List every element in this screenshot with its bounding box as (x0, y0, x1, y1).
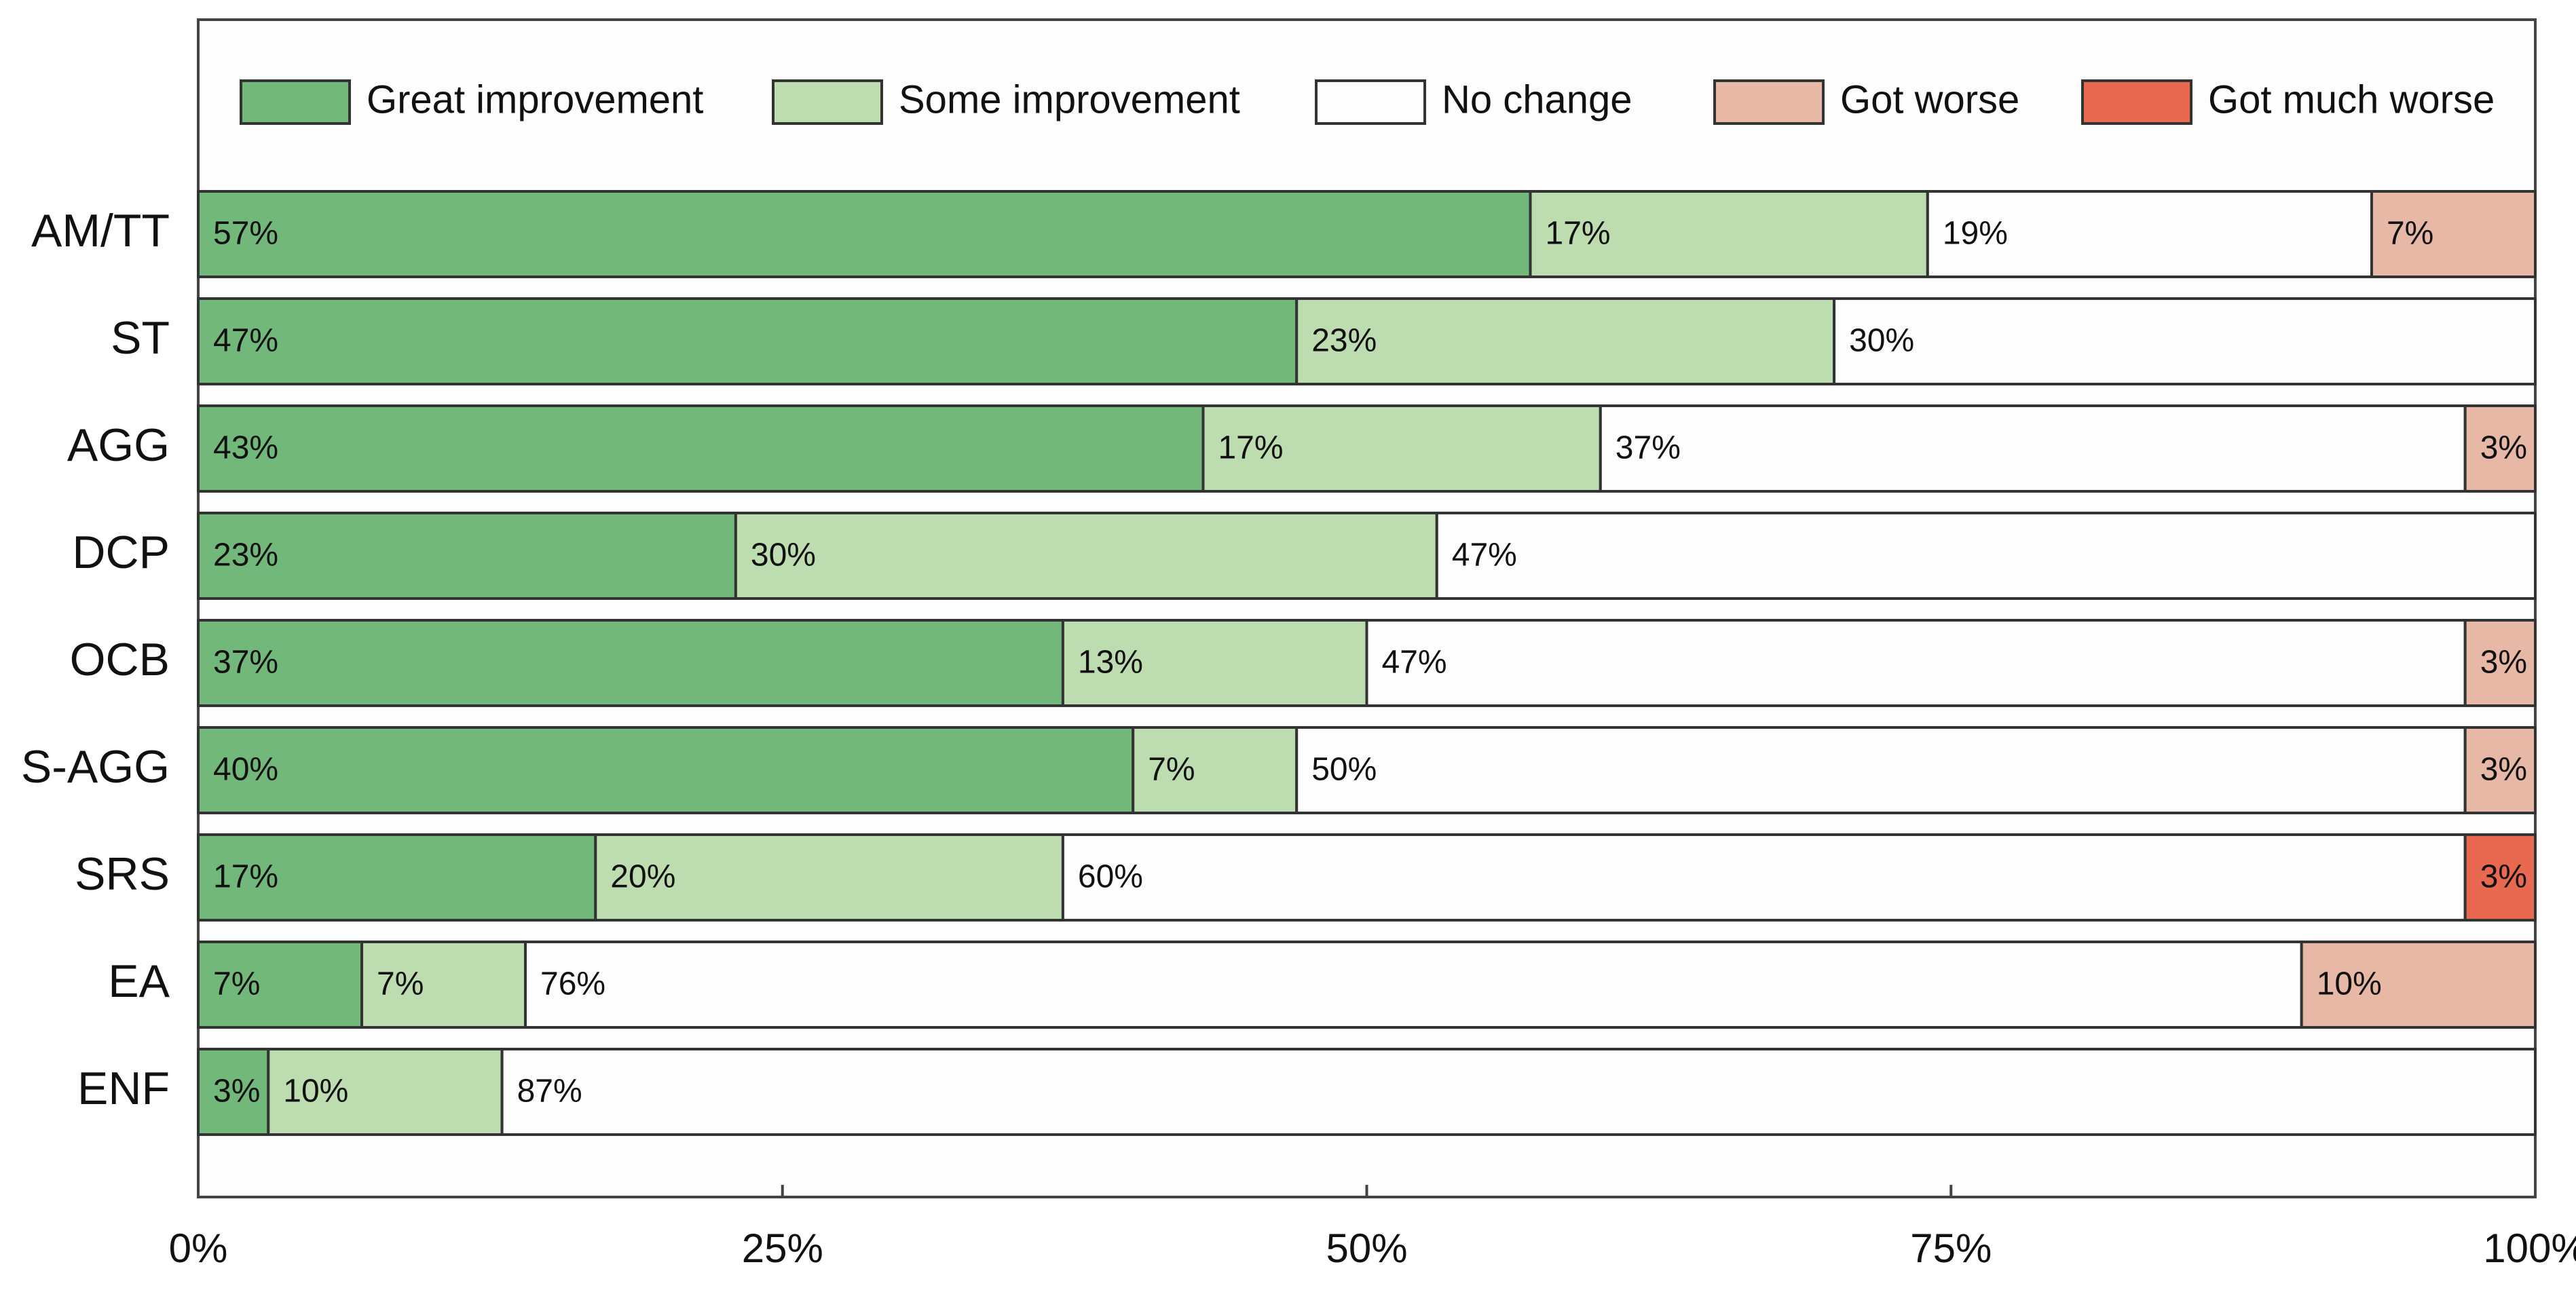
value-label: 20% (610, 859, 675, 895)
value-label: 47% (1382, 645, 1447, 681)
bar-segment (1833, 297, 2537, 385)
value-label: 60% (1078, 859, 1143, 895)
bar-segment (1295, 726, 2467, 814)
bar-segment (2463, 726, 2537, 814)
bar-segment (1926, 190, 2373, 278)
value-label: 40% (213, 752, 278, 788)
value-label: 13% (1078, 645, 1143, 681)
value-label: 7% (377, 966, 424, 1002)
bar-segment (360, 941, 527, 1029)
value-label: 7% (1148, 752, 1195, 788)
legend-swatch (2081, 79, 2192, 125)
bar-segment (1132, 726, 1299, 814)
bar-segment (197, 297, 1299, 385)
bar-segment (500, 1048, 2537, 1136)
bar-segment (197, 512, 737, 600)
bar-segment (197, 190, 1532, 278)
bar-segment (2300, 941, 2537, 1029)
x-tick-label: 0% (169, 1226, 228, 1271)
value-label: 76% (540, 966, 605, 1002)
y-tick-label: S-AGG (21, 741, 170, 793)
value-label: 17% (1218, 430, 1283, 466)
y-tick-label: OCB (70, 634, 170, 685)
value-label: 3% (2480, 752, 2527, 788)
bar-segment (197, 726, 1135, 814)
value-label: 47% (1452, 537, 1517, 573)
value-label: 57% (213, 216, 278, 252)
value-label: 87% (517, 1074, 582, 1109)
bar-segment (1435, 512, 2537, 600)
y-tick-label: AGG (67, 419, 170, 471)
value-label: 3% (213, 1074, 260, 1109)
value-label: 37% (1616, 430, 1681, 466)
y-tick-label: AM/TT (31, 205, 170, 257)
value-label: 3% (2480, 430, 2527, 466)
value-label: 10% (2317, 966, 2382, 1002)
value-label: 7% (213, 966, 260, 1002)
y-tick-label: SRS (75, 848, 170, 900)
legend-swatch (1713, 79, 1825, 125)
legend-label: Got worse (1840, 77, 2019, 121)
value-label: 23% (213, 537, 278, 573)
bar-segment (2463, 404, 2537, 493)
value-label: 3% (2480, 645, 2527, 681)
bar-segment (1201, 404, 1602, 493)
legend-label: No change (1442, 77, 1632, 121)
bar-segment (197, 619, 1064, 707)
x-tick-label: 50% (1326, 1226, 1407, 1271)
value-label: 43% (213, 430, 278, 466)
bar-segment (1365, 619, 2467, 707)
y-tick-label: DCP (72, 527, 170, 578)
value-label: 17% (213, 859, 278, 895)
legend-label: Great improvement (367, 77, 703, 121)
bar-segment (1529, 190, 1929, 278)
value-label: 7% (2387, 216, 2433, 252)
bar-segment (267, 1048, 504, 1136)
value-label: 19% (1943, 216, 2008, 252)
y-tick-label: ENF (77, 1063, 170, 1114)
value-label: 50% (1311, 752, 1377, 788)
legend-label: Some improvement (899, 77, 1240, 121)
y-tick-label: ST (111, 312, 170, 364)
bar-segment (1061, 619, 1368, 707)
legend-swatch (1315, 79, 1426, 125)
x-tick-label: 75% (1910, 1226, 1992, 1271)
bar-segment (524, 941, 2303, 1029)
bar-segment (2370, 190, 2537, 278)
value-label: 47% (213, 323, 278, 359)
bar-segment (1061, 833, 2467, 922)
bar-segment (2463, 833, 2537, 922)
value-label: 17% (1546, 216, 1611, 252)
legend-swatch (772, 79, 883, 125)
bar-segment (197, 404, 1205, 493)
y-tick-label: EA (108, 955, 170, 1007)
bar-segment (1295, 297, 1836, 385)
bar-segment (197, 833, 597, 922)
bar-segment (1599, 404, 2467, 493)
legend-label: Got much worse (2208, 77, 2495, 121)
value-label: 10% (283, 1074, 348, 1109)
value-label: 30% (1849, 323, 1914, 359)
bar-segment (2463, 619, 2537, 707)
value-label: 37% (213, 645, 278, 681)
value-label: 23% (1311, 323, 1377, 359)
value-label: 30% (751, 537, 816, 573)
x-tick-label: 100% (2483, 1226, 2576, 1271)
bar-segment (734, 512, 1438, 600)
legend-swatch (240, 79, 351, 125)
x-tick-label: 25% (742, 1226, 823, 1271)
value-label: 3% (2480, 859, 2527, 895)
